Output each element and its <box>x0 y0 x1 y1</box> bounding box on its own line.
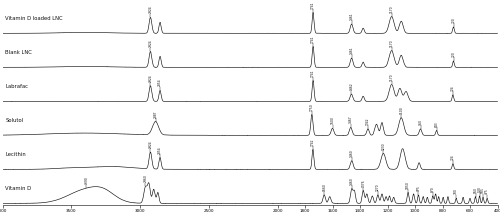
Text: 2924: 2924 <box>148 40 152 47</box>
Text: Vitamin D: Vitamin D <box>5 186 32 191</box>
Text: Vitamin D loaded LNC: Vitamin D loaded LNC <box>5 16 63 21</box>
Text: Solutol: Solutol <box>5 118 24 123</box>
Text: 700: 700 <box>454 188 458 194</box>
Text: 1462: 1462 <box>350 83 354 90</box>
Text: 1050: 1050 <box>406 181 410 189</box>
Text: 530: 530 <box>478 186 482 192</box>
Text: 720: 720 <box>452 17 456 23</box>
Text: 1100: 1100 <box>399 106 403 114</box>
Text: 2924: 2924 <box>148 6 152 13</box>
Text: 1467: 1467 <box>349 116 353 123</box>
Text: 1461: 1461 <box>350 12 354 20</box>
Text: 505: 505 <box>481 187 485 193</box>
Text: 1741: 1741 <box>311 35 315 43</box>
Text: 1741: 1741 <box>311 69 315 77</box>
Text: 1600: 1600 <box>330 116 334 124</box>
Text: 960: 960 <box>418 119 422 125</box>
Text: 1741: 1741 <box>311 1 315 9</box>
Text: 1170: 1170 <box>390 73 394 81</box>
Text: 2960: 2960 <box>144 175 148 182</box>
Text: 2854: 2854 <box>158 146 162 154</box>
Text: 1170: 1170 <box>390 39 394 47</box>
Text: 724: 724 <box>451 154 455 160</box>
Text: 1660: 1660 <box>322 183 326 191</box>
Text: 2854: 2854 <box>158 79 162 87</box>
Text: 1270: 1270 <box>376 183 380 191</box>
Text: Blank LNC: Blank LNC <box>5 50 32 55</box>
Text: Lecithin: Lecithin <box>5 152 26 157</box>
Text: 2924: 2924 <box>148 140 152 148</box>
Text: 843: 843 <box>434 121 438 127</box>
Text: 1742: 1742 <box>311 138 315 146</box>
Text: 3390: 3390 <box>84 176 88 184</box>
Text: 975: 975 <box>416 185 420 191</box>
Text: 720: 720 <box>452 51 456 57</box>
Text: 870: 870 <box>431 186 435 192</box>
Text: 560: 560 <box>474 187 478 193</box>
Text: 475: 475 <box>485 189 489 194</box>
Text: Labrafac: Labrafac <box>5 84 28 89</box>
Text: 1376: 1376 <box>362 179 366 187</box>
Text: 1230: 1230 <box>382 142 386 150</box>
Text: 1342: 1342 <box>366 118 370 125</box>
Text: 1750: 1750 <box>310 103 314 111</box>
Text: 1460: 1460 <box>350 149 354 157</box>
Text: 1461: 1461 <box>350 46 354 54</box>
Text: 724: 724 <box>451 85 455 91</box>
Text: 1170: 1170 <box>390 5 394 13</box>
Text: 1460: 1460 <box>350 177 354 185</box>
Text: 2924: 2924 <box>148 74 152 82</box>
Text: 2887: 2887 <box>154 110 158 118</box>
